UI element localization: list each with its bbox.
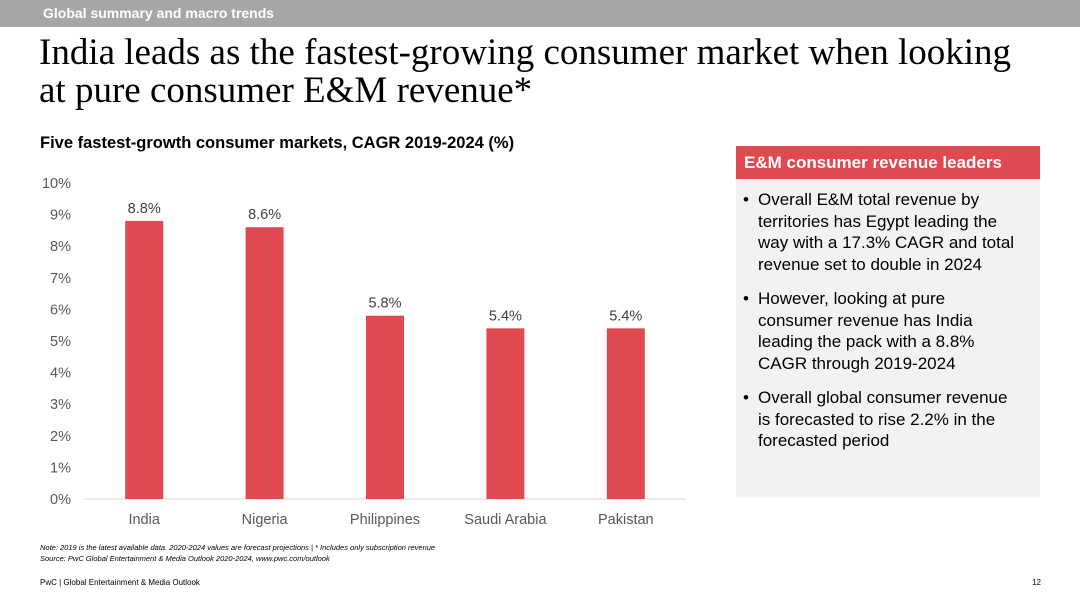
y-tick-label: 3% xyxy=(50,397,71,413)
bar-chart: 0% 1% 2% 3% 4% 5% 6% 7% 8% 9% 10% 8.8% India 8.6% Nige… xyxy=(42,176,686,528)
bar xyxy=(245,227,284,499)
data-label: 8.8% xyxy=(128,201,161,217)
y-tick-label: 6% xyxy=(50,302,71,318)
bullet-item: • However, looking at pure consumer reven… xyxy=(736,288,1020,374)
bullet-item: • Overall E&M total revenue by territorie… xyxy=(736,189,1020,275)
data-label: 8.6% xyxy=(248,207,281,223)
section-label: Global summary and macro trends xyxy=(43,5,275,21)
bar xyxy=(366,315,404,499)
page-title: India leads as the fastest-growing consu… xyxy=(39,32,1012,111)
data-label: 5.4% xyxy=(489,308,522,324)
bar xyxy=(606,328,645,499)
bullet-icon: • xyxy=(743,388,749,407)
bullet-icon: • xyxy=(743,190,749,209)
chart-title: Five fastest-growth consumer markets, CA… xyxy=(40,134,515,152)
chart-source: Source: PwC Global Entertainment & Media… xyxy=(40,554,330,563)
y-tick-label: 8% xyxy=(50,239,71,255)
bullet-list: • Overall E&M total revenue by territorie… xyxy=(736,189,1020,465)
y-tick-label: 7% xyxy=(50,271,71,287)
x-tick-label: Nigeria xyxy=(242,512,289,528)
chart-note: Note: 2019 is the latest available data.… xyxy=(40,543,436,552)
x-tick-label: Saudi Arabia xyxy=(464,512,547,528)
footer-text: PwC | Global Entertainment & Media Outlo… xyxy=(40,578,200,587)
x-tick-label: Pakistan xyxy=(598,512,654,528)
y-tick-label: 1% xyxy=(50,460,71,476)
y-tick-label: 2% xyxy=(50,429,71,445)
bullet-icon: • xyxy=(743,289,749,308)
section-bar: Global summary and macro trends xyxy=(0,0,1080,27)
x-tick-label: Philippines xyxy=(350,512,420,528)
y-tick-label: 10% xyxy=(42,176,71,192)
bullet-text: Overall global consumer revenue is forec… xyxy=(758,388,1008,450)
bar xyxy=(486,328,525,499)
bar xyxy=(125,220,164,500)
data-label: 5.8% xyxy=(368,296,401,312)
y-tick-label: 4% xyxy=(50,366,71,382)
y-tick-label: 0% xyxy=(50,492,71,508)
bullet-text: Overall E&M total revenue by territories… xyxy=(758,190,1015,274)
revenue-leaders-panel: E&M consumer revenue leaders • Overall E&… xyxy=(736,146,1040,497)
y-tick-label: 9% xyxy=(50,208,71,224)
bullet-text: However, looking at pure consumer revenu… xyxy=(758,289,975,373)
y-tick-label: 5% xyxy=(50,334,71,350)
panel-heading: E&M consumer revenue leaders xyxy=(736,146,1040,179)
x-tick-label: India xyxy=(128,512,160,528)
page-number: 12 xyxy=(1032,578,1041,587)
data-label: 5.4% xyxy=(609,308,642,324)
bullet-item: • Overall global consumer revenue is fore… xyxy=(736,387,1020,452)
